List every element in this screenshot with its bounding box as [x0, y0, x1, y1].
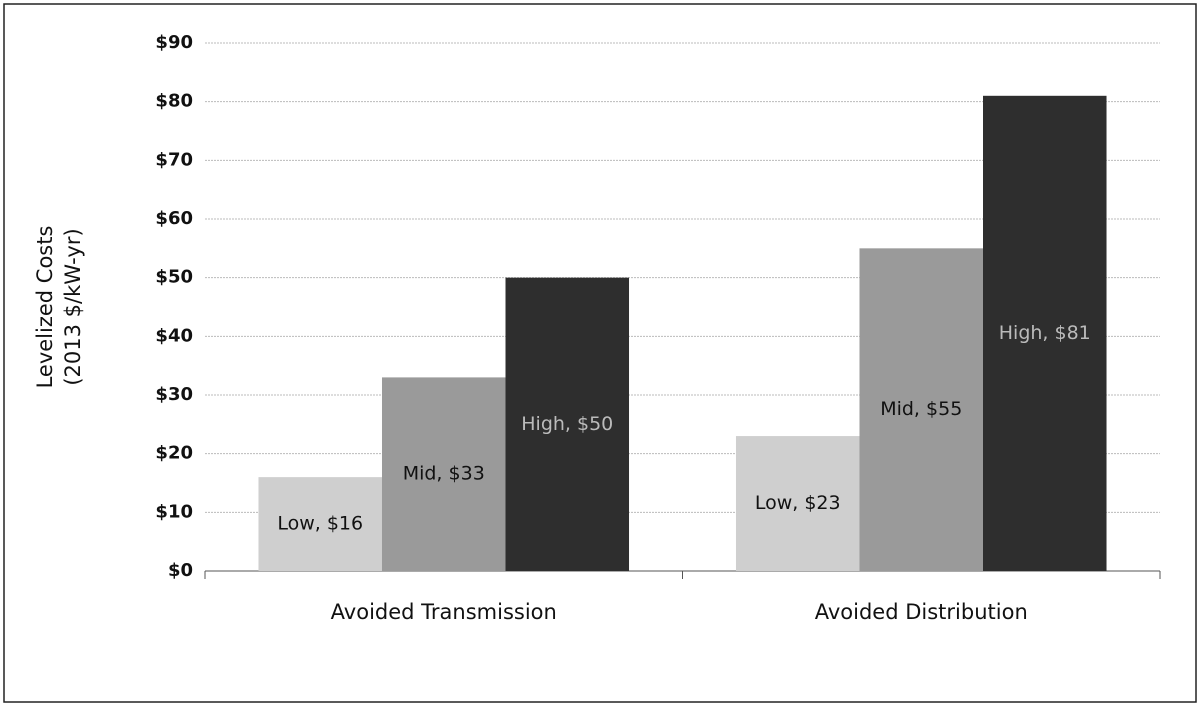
y-axis-title-line: (2013 $/kW-yr) [61, 228, 85, 385]
y-tick-label: $40 [155, 325, 193, 346]
chart-frame [3, 3, 1197, 703]
x-tick-label: Avoided Distribution [815, 600, 1028, 624]
bar [258, 477, 382, 571]
data-label: High, $50 [521, 413, 613, 435]
y-tick-label: $70 [155, 149, 193, 170]
data-label: High, $81 [999, 322, 1091, 344]
data-label: Mid, $33 [403, 463, 485, 485]
x-tick-label: Avoided Transmission [331, 600, 557, 624]
y-tick-label: $30 [155, 384, 193, 405]
bar [381, 377, 506, 571]
y-tick-label: $90 [155, 32, 193, 53]
y-tick-label: $80 [155, 91, 193, 112]
bar [505, 277, 630, 571]
bar [735, 436, 860, 571]
y-axis-title: Levelized Costs (2013 $/kW-yr) [33, 226, 85, 389]
data-label: Low, $23 [755, 492, 841, 514]
data-label: Low, $16 [277, 513, 363, 535]
y-tick-label: $60 [155, 208, 193, 229]
bar [859, 248, 984, 572]
y-tick-label: $50 [155, 267, 193, 288]
bar [983, 95, 1107, 572]
y-axis-title-line: Levelized Costs [33, 226, 57, 389]
y-tick-label: $10 [155, 501, 193, 522]
data-label: Mid, $55 [880, 398, 962, 420]
y-tick-label: $20 [155, 443, 193, 464]
y-tick-label: $0 [168, 560, 193, 581]
